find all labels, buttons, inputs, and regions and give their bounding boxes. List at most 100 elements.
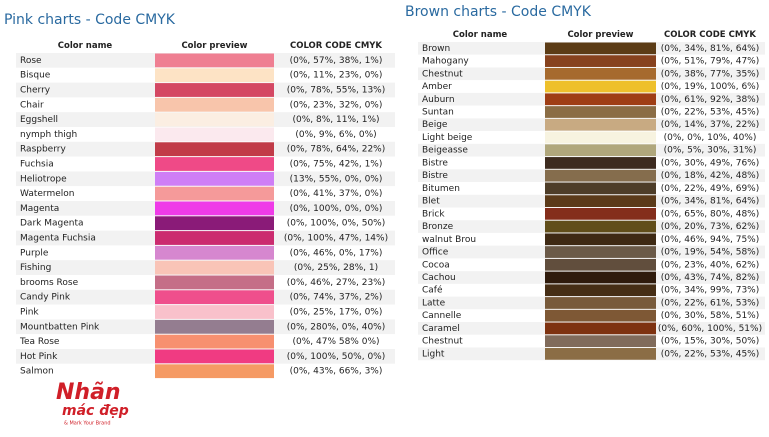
header-row — [418, 28, 765, 41]
color-name: Bistre — [422, 158, 448, 168]
color-swatch — [155, 53, 274, 68]
color-swatch — [545, 55, 656, 67]
color-swatch — [545, 195, 656, 207]
color-name: Latte — [422, 298, 446, 308]
color-name: Tea Rose — [19, 337, 60, 347]
color-swatch — [545, 144, 656, 157]
color-swatch — [545, 271, 656, 284]
cmyk-code: (0%, 25%, 28%, 1) — [294, 263, 378, 273]
cmyk-code: (0%, 38%, 77%, 35%) — [661, 69, 759, 79]
color-name: Auburn — [422, 95, 455, 105]
pink-title: Pink charts - Code CMYK — [4, 12, 176, 28]
color-swatch — [155, 334, 274, 349]
color-name: Cannelle — [422, 311, 462, 321]
cmyk-code: (0%, 25%, 17%, 0%) — [290, 308, 383, 318]
color-name: Chair — [20, 100, 44, 110]
color-name: Pink — [20, 308, 39, 318]
color-name: Light beige — [422, 133, 473, 143]
color-swatch — [155, 171, 274, 186]
color-swatch — [545, 309, 656, 322]
cmyk-code: (0%, 65%, 80%, 48%) — [661, 209, 759, 219]
color-swatch — [155, 68, 274, 83]
cmyk-code: (0%, 18%, 42%, 48%) — [661, 171, 759, 181]
color-name: walnut Brou — [422, 235, 476, 245]
color-swatch — [155, 83, 274, 97]
color-swatch — [155, 97, 274, 112]
color-name: Cachou — [422, 273, 456, 283]
cmyk-code: (13%, 55%, 0%, 0%) — [290, 174, 383, 184]
color-name: Beige — [422, 120, 448, 130]
cmyk-code: (0%, 9%, 6%, 0%) — [295, 130, 376, 140]
color-name: Beigeasse — [422, 146, 468, 156]
cmyk-code: (0%, 14%, 37%, 22%) — [661, 120, 759, 130]
cmyk-code: (0%, 8%, 11%, 1%) — [292, 115, 379, 125]
color-swatch — [545, 157, 656, 169]
color-name: Mountbatten Pink — [20, 322, 100, 332]
logo-tagline: & Mark Your Brand — [64, 421, 111, 427]
cmyk-code: (0%, 100%, 50%, 0%) — [287, 352, 385, 362]
cmyk-code: (0%, 280%, 0%, 40%) — [287, 322, 385, 332]
color-name: Light — [422, 349, 445, 359]
color-swatch — [545, 42, 656, 55]
color-swatch — [545, 169, 656, 182]
cmyk-code: (0%, 34%, 99%, 73%) — [661, 286, 759, 296]
color-name: Mahogany — [422, 57, 469, 67]
color-swatch — [545, 182, 656, 195]
color-swatch — [545, 284, 656, 297]
color-name: Magenta — [20, 204, 59, 214]
color-swatch — [545, 297, 656, 309]
logo-line2: mác đẹp — [62, 403, 129, 419]
color-name: Amber — [422, 82, 452, 92]
cmyk-code: (0%, 22%, 53%, 45%) — [661, 108, 759, 118]
color-swatch — [155, 201, 274, 216]
cmyk-code: (0%, 100%, 0%, 0%) — [290, 204, 383, 214]
color-name: Chestnut — [422, 69, 463, 79]
cmyk-code: (0%, 46%, 27%, 23%) — [287, 278, 385, 288]
color-swatch — [545, 131, 656, 144]
color-name: nymph thigh — [20, 130, 77, 140]
color-name: Bitumen — [422, 184, 460, 194]
color-name: Candy Pink — [20, 293, 71, 303]
color-name: Brown — [422, 44, 450, 54]
color-name: Fishing — [20, 263, 51, 273]
column-header: Color name — [453, 30, 508, 40]
color-name: Rose — [20, 56, 42, 66]
cmyk-code: (0%, 5%, 30%, 31%) — [664, 146, 757, 156]
color-name: Cherry — [20, 86, 51, 96]
color-swatch — [545, 118, 656, 131]
cmyk-code: (0%, 11%, 23%, 0%) — [290, 71, 383, 81]
color-name: brooms Rose — [20, 278, 79, 288]
color-swatch — [545, 80, 656, 93]
color-swatch — [545, 67, 656, 80]
color-swatch — [155, 364, 274, 379]
color-name: Heliotrope — [20, 174, 67, 184]
color-swatch — [545, 246, 656, 258]
color-name: Bronze — [422, 222, 454, 232]
cmyk-code: (0%, 100%, 47%, 14%) — [284, 234, 388, 244]
cmyk-code: (0%, 34%, 81%, 64%) — [661, 197, 759, 207]
color-swatch — [155, 275, 274, 290]
logo-line1: Nhãn — [56, 380, 121, 405]
cmyk-code: (0%, 46%, 0%, 17%) — [290, 248, 383, 258]
column-header: COLOR CODE CMYK — [290, 41, 382, 51]
color-name: Caramel — [422, 324, 460, 334]
cmyk-code: (0%, 61%, 92%, 38%) — [661, 95, 759, 105]
color-swatch — [545, 106, 656, 118]
cmyk-code: (0%, 34%, 81%, 64%) — [661, 44, 759, 54]
cmyk-code: (0%, 30%, 49%, 76%) — [661, 158, 759, 168]
color-swatch — [155, 231, 274, 245]
color-swatch — [155, 319, 274, 334]
color-name: Office — [422, 248, 449, 258]
color-name: Cocoa — [422, 260, 450, 270]
cmyk-code: (0%, 41%, 37%, 0%) — [290, 189, 383, 199]
color-name: Fuchsia — [20, 160, 54, 170]
cmyk-code: (0%, 19%, 100%, 6%) — [661, 82, 759, 92]
color-name: Café — [422, 285, 443, 296]
color-swatch — [155, 349, 274, 364]
cmyk-code: (0%, 74%, 37%, 2%) — [290, 293, 383, 303]
color-swatch — [155, 260, 274, 275]
color-name: Bisque — [20, 71, 51, 81]
cmyk-code: (0%, 60%, 100%, 51%) — [658, 324, 762, 334]
color-name: Watermelon — [20, 189, 74, 199]
